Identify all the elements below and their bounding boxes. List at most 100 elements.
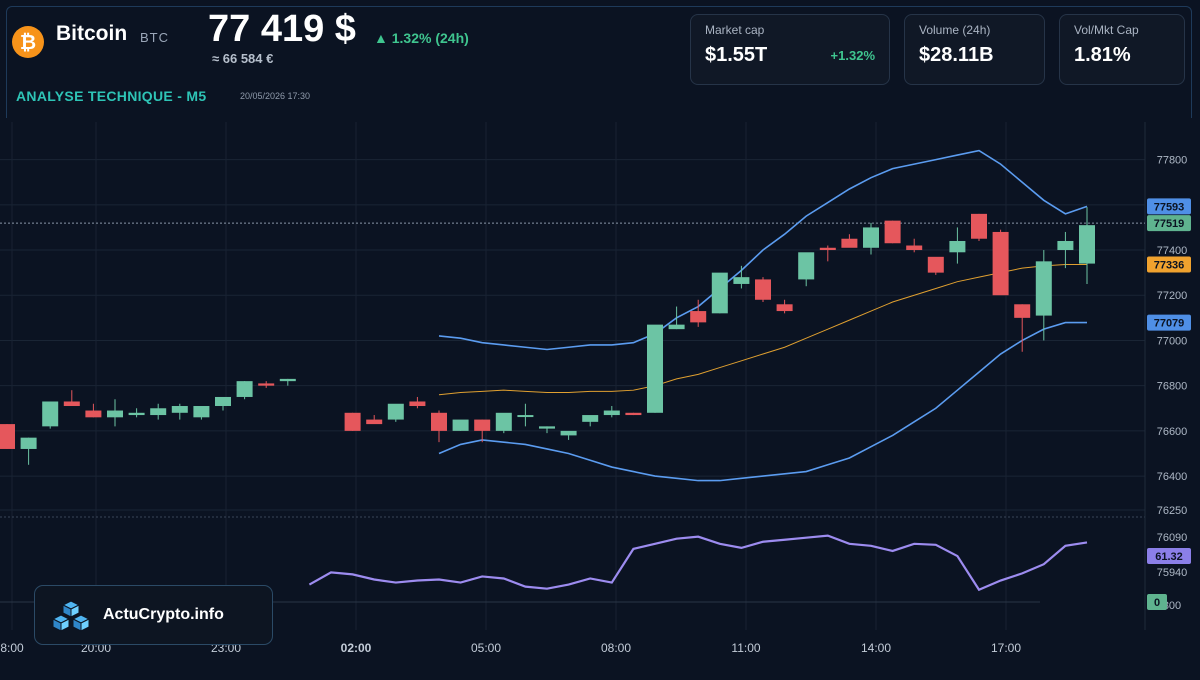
time-tick-label: 11:00 [731,641,760,655]
candle-up [236,381,253,397]
price-tick-label: 76400 [1157,471,1188,483]
section-title: ANALYSE TECHNIQUE - M5 [16,88,207,104]
candle-up [539,426,555,429]
time-tick-label: 14:00 [861,641,891,655]
candle-up [647,324,663,413]
candle-down [755,279,771,300]
candle-up [560,430,577,436]
candle-up [1035,261,1052,316]
price-badge-label: 77519 [1154,218,1185,230]
time-tick-label: 05:00 [471,641,501,655]
candle-down [344,412,361,431]
time-tick-label: 02:00 [341,641,372,655]
coin-ticker: BTC [140,30,169,45]
stat-card-vol-mkt-cap: Vol/Mkt Cap 1.81% [1059,14,1185,85]
candle-up [20,437,37,449]
candle-up [1057,240,1074,251]
candle-down [690,311,707,323]
candle-up [582,415,599,422]
candle-up [517,415,534,418]
candle-down [884,220,901,244]
price-badge [1147,314,1191,331]
candle-down [927,256,944,273]
candle-up [495,412,512,431]
price: 77 419 $ [208,8,356,50]
stat-value: 1.81% [1074,44,1131,66]
logo-text: ActuCrypto.info [103,606,224,623]
rsi-badge-label: 61.32 [1155,551,1183,563]
rsi-badge [1147,548,1191,564]
candle-up [42,401,59,427]
candle-up [452,419,469,431]
candle-up [798,252,815,280]
candle-up [171,406,188,413]
candle-down [906,245,923,251]
candle-down [366,419,383,425]
price-tick-label: 77800 [1157,155,1188,167]
bollinger-upper-line [438,149,1088,351]
candle-up [193,406,210,418]
price-tick-label: 77000 [1157,335,1188,347]
stat-change: +1.32% [830,48,875,63]
candle-down [0,424,15,449]
price-tick-label: 77200 [1157,290,1188,302]
rsi-tick-label: 800 [1163,600,1181,612]
stat-card-volume: Volume (24h) $28.11B [904,14,1045,85]
candle-up [279,378,296,382]
candle-down [819,247,836,251]
candle-up [107,410,123,418]
price-badge [1147,256,1191,273]
price-badge-label: 77079 [1154,318,1185,330]
price-badge-label: 77336 [1154,259,1185,271]
stat-label: Market cap [705,23,765,37]
candle-up [128,412,145,416]
price-badge-label: 77593 [1154,201,1185,213]
candle-down [841,238,858,248]
candle-up [668,324,685,330]
candle-down [85,410,102,418]
candle-down [63,401,80,407]
rsi-badge [1147,594,1167,610]
rsi-badge-label: 0 [1154,597,1160,609]
candle-up [150,408,167,416]
candle-up [1079,225,1095,264]
header: ₿ Bitcoin BTC 77 419 $ ▲ 1.32% (24h) ≈ 6… [0,0,1200,118]
time-tick-label: 8:00 [0,641,24,655]
price-tick-label: 76800 [1157,381,1188,393]
stat-card-market-cap: Market cap $1.55T +1.32% [690,14,890,85]
time-tick-label: 17:00 [991,641,1021,655]
price-badge [1147,215,1191,232]
coin-name: Bitcoin [56,22,128,45]
price-tick-label: 77400 [1157,245,1188,257]
price-tick-label: 76600 [1157,426,1188,438]
candle-down [971,213,987,239]
logo-card[interactable]: ActuCrypto.info [34,585,273,645]
bitcoin-icon: ₿ [12,26,44,58]
time-tick-label: 08:00 [601,641,631,655]
candle-down [258,383,275,386]
candle-up [863,227,879,248]
stat-value: $1.55T [705,44,768,66]
candle-down [625,412,642,416]
candle-down [1014,304,1031,318]
price-eur: ≈ 66 584 € [212,51,274,66]
candle-down [992,231,1009,296]
candle-up [711,272,728,314]
price-tick-label: 76250 [1157,505,1188,517]
rsi-line [308,534,1088,592]
candle-up [215,396,231,407]
stat-value: $28.11B [919,44,994,66]
rsi-tick-label: 75940 [1157,567,1188,579]
stat-label: Vol/Mkt Cap [1074,23,1139,37]
bollinger-lower-line [438,321,1087,482]
candle-up [387,403,404,420]
candle-down [409,401,426,407]
candle-up [949,240,966,253]
cubes-icon [51,600,91,632]
price-badge [1147,198,1191,215]
candle-up [603,410,620,416]
price-change: ▲ 1.32% (24h) [374,30,469,46]
candle-down [776,304,793,312]
stat-label: Volume (24h) [919,23,991,37]
candle-down [474,419,491,431]
